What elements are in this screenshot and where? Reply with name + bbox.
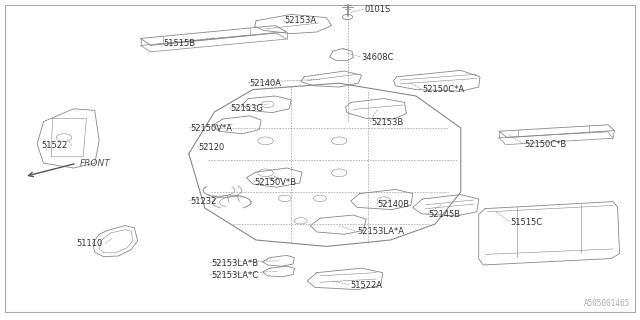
Text: 51522A: 51522A <box>351 281 383 290</box>
Text: 52140B: 52140B <box>378 200 410 209</box>
Text: 51232: 51232 <box>191 197 217 206</box>
Text: 52150C*A: 52150C*A <box>422 85 465 94</box>
Text: 51522: 51522 <box>42 141 68 150</box>
Text: 34608C: 34608C <box>362 53 394 62</box>
Text: 52120: 52120 <box>198 143 225 152</box>
Text: 51515C: 51515C <box>511 218 543 227</box>
Text: 52150C*B: 52150C*B <box>525 140 567 149</box>
Text: 52140A: 52140A <box>250 79 282 88</box>
Text: 52153LA*A: 52153LA*A <box>357 228 404 236</box>
Text: 52145B: 52145B <box>429 210 461 219</box>
Text: 52150V*B: 52150V*B <box>255 178 297 187</box>
Text: 52153LA*B: 52153LA*B <box>211 259 259 268</box>
Text: 52153A: 52153A <box>285 16 317 25</box>
Text: 52153B: 52153B <box>371 118 403 127</box>
Text: 52153G: 52153G <box>230 104 263 113</box>
Text: 51110: 51110 <box>77 239 103 248</box>
Text: A505001465: A505001465 <box>584 299 630 308</box>
Text: 52150V*A: 52150V*A <box>191 124 233 133</box>
Text: 51515B: 51515B <box>163 39 195 48</box>
Text: 0101S: 0101S <box>365 5 391 14</box>
Text: 52153LA*C: 52153LA*C <box>211 271 259 280</box>
Text: FRONT: FRONT <box>80 159 111 168</box>
